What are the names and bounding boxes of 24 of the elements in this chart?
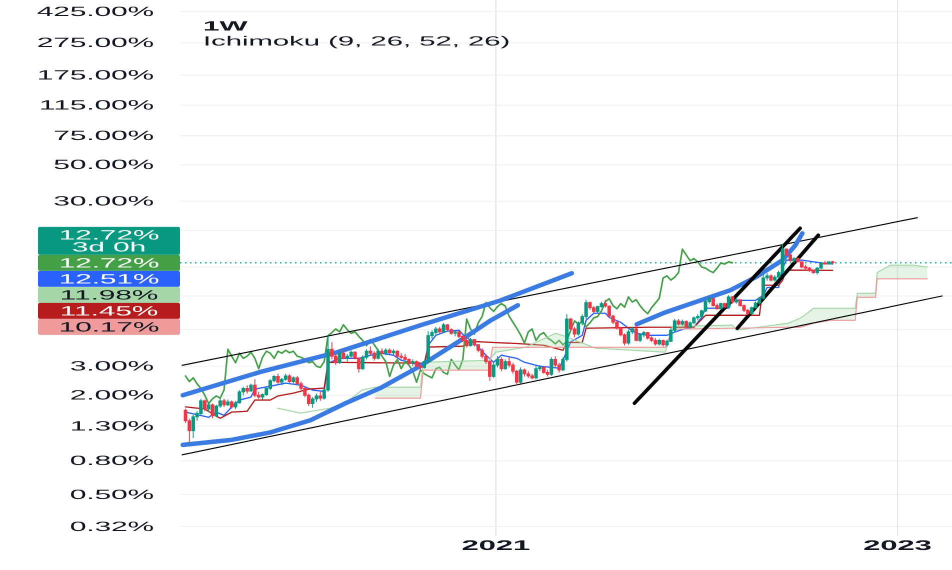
y-tick-label: 0.50% bbox=[70, 486, 154, 502]
x-tick-label: 2023 bbox=[863, 538, 932, 554]
price-tag: 11.98% bbox=[38, 286, 180, 303]
y-tick-label: 1.30% bbox=[70, 418, 154, 434]
text: 1W bbox=[203, 18, 248, 34]
price-tag: 12.72% 3d 0h bbox=[38, 226, 180, 255]
y-tick-label: 275.00% bbox=[36, 34, 154, 50]
y-tick-label: 175.00% bbox=[36, 67, 154, 82]
price-tag: 12.72% bbox=[38, 254, 180, 271]
price-tag: 12.51% bbox=[38, 270, 180, 287]
y-tick-label: 75.00% bbox=[53, 128, 154, 144]
y-tick-label: 425.00% bbox=[36, 4, 154, 19]
y-tick-label: 0.80% bbox=[70, 452, 154, 468]
text: Ichimoku (9, 26, 52, 26) bbox=[203, 33, 510, 49]
x-tick-label: 2021 bbox=[462, 538, 530, 554]
y-tick-label: 0.32% bbox=[70, 518, 154, 534]
y-tick-label: 3.00% bbox=[70, 358, 154, 374]
y-tick-label: 50.00% bbox=[53, 156, 154, 172]
y-tick-label: 2.00% bbox=[70, 387, 154, 402]
y-tick-label: 30.00% bbox=[53, 193, 154, 209]
price-tag: 10.17% bbox=[38, 318, 180, 335]
ref-line-label: 12.72% bbox=[58, 227, 160, 242]
y-tick-label: 115.00% bbox=[39, 97, 154, 112]
price-tag: 11.45% bbox=[38, 302, 180, 319]
